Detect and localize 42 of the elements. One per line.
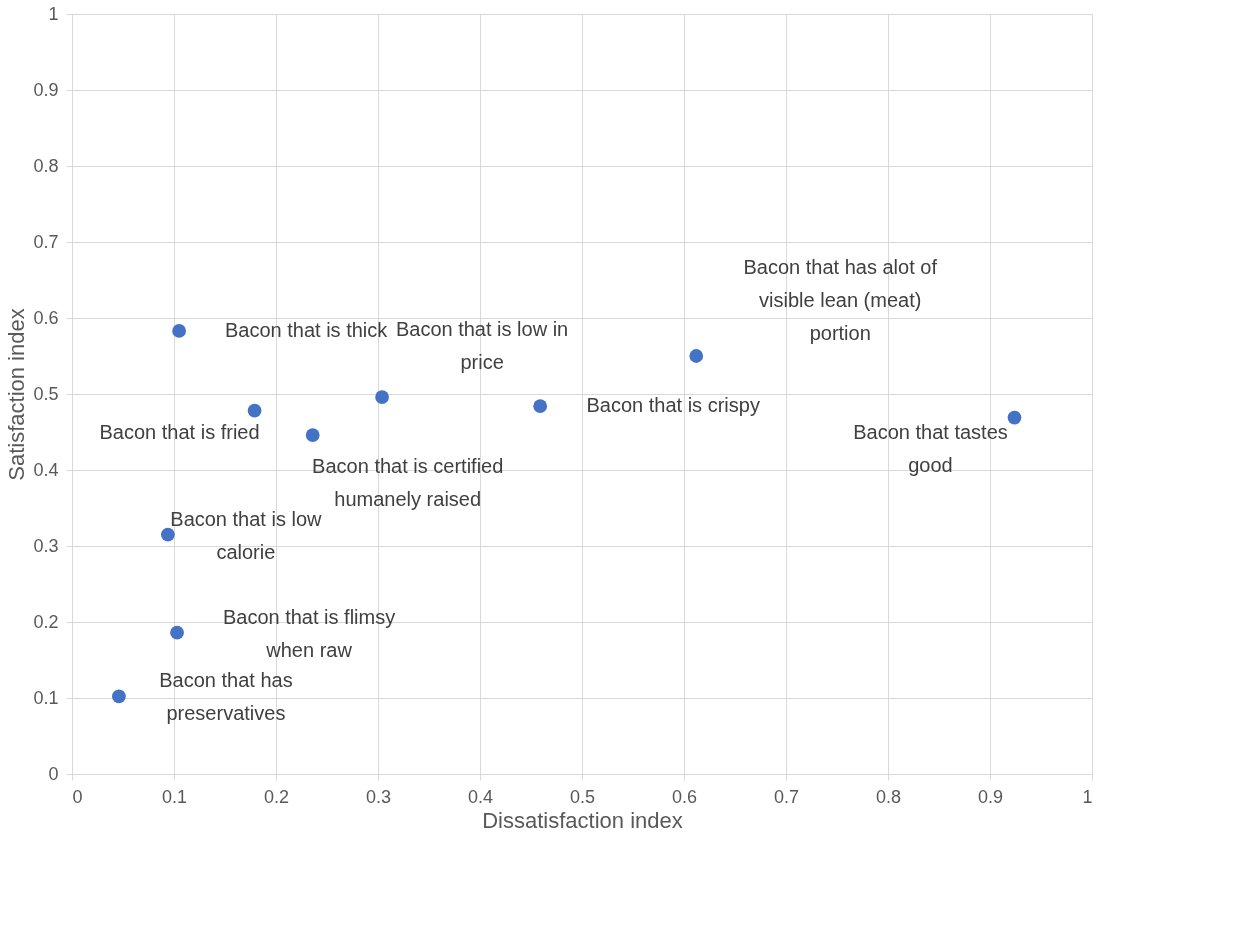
point [375, 390, 389, 404]
annotation: Bacon that is low in price [395, 318, 569, 374]
y-tick-label: 0.4 [33, 459, 59, 480]
annotation: Bacon that has preservatives [159, 669, 293, 725]
point [170, 625, 184, 640]
y-tick-label: 0.6 [33, 307, 59, 328]
annotation: Bacon that is flimsy when raw [222, 605, 396, 661]
x-tick-label: 0.8 [875, 786, 902, 807]
annotation: Bacon that is thick [224, 318, 389, 341]
x-tick-label: 0.3 [365, 786, 392, 807]
point [533, 399, 548, 414]
x-tick-label: 0.1 [161, 786, 188, 807]
annotation: Bacon that is fried [99, 420, 260, 443]
x-tick-label: 0.2 [263, 786, 290, 807]
x-tick-label: 0.5 [569, 786, 596, 807]
y-axis-title: Satisfaction index [4, 308, 30, 481]
x-tick-label: 0 [72, 786, 83, 807]
y-tick-label: 1 [48, 3, 59, 24]
annotation: Bacon that tastes good [853, 420, 1008, 476]
point [689, 349, 704, 363]
y-tick-label: 0.5 [33, 383, 59, 404]
point [160, 527, 175, 542]
x-tick-label: 0.6 [671, 786, 698, 807]
point [247, 403, 262, 418]
point [1007, 410, 1022, 425]
y-tick-label: 0 [48, 763, 59, 784]
y-tick-label: 0.7 [33, 231, 59, 252]
point [112, 689, 126, 704]
y-tick-label: 0.3 [33, 535, 59, 556]
y-tick-label: 0.8 [33, 155, 59, 176]
y-tick-label: 0.2 [33, 611, 59, 632]
point [305, 428, 320, 442]
x-tick-label: 1 [1082, 786, 1093, 807]
x-tick-label: 0.4 [467, 786, 494, 807]
x-axis-title: Dissatisfaction index [482, 807, 683, 833]
x-tick-label: 0.7 [773, 786, 800, 807]
annotation: Bacon that has alot of visible lean (meat) portion [743, 256, 938, 344]
y-tick-label: 0.9 [33, 79, 59, 100]
y-tick-label: 0.1 [33, 687, 59, 708]
x-tick-label: 0.9 [977, 786, 1004, 807]
annotation: Bacon that is crispy [586, 394, 760, 417]
point [172, 324, 186, 338]
